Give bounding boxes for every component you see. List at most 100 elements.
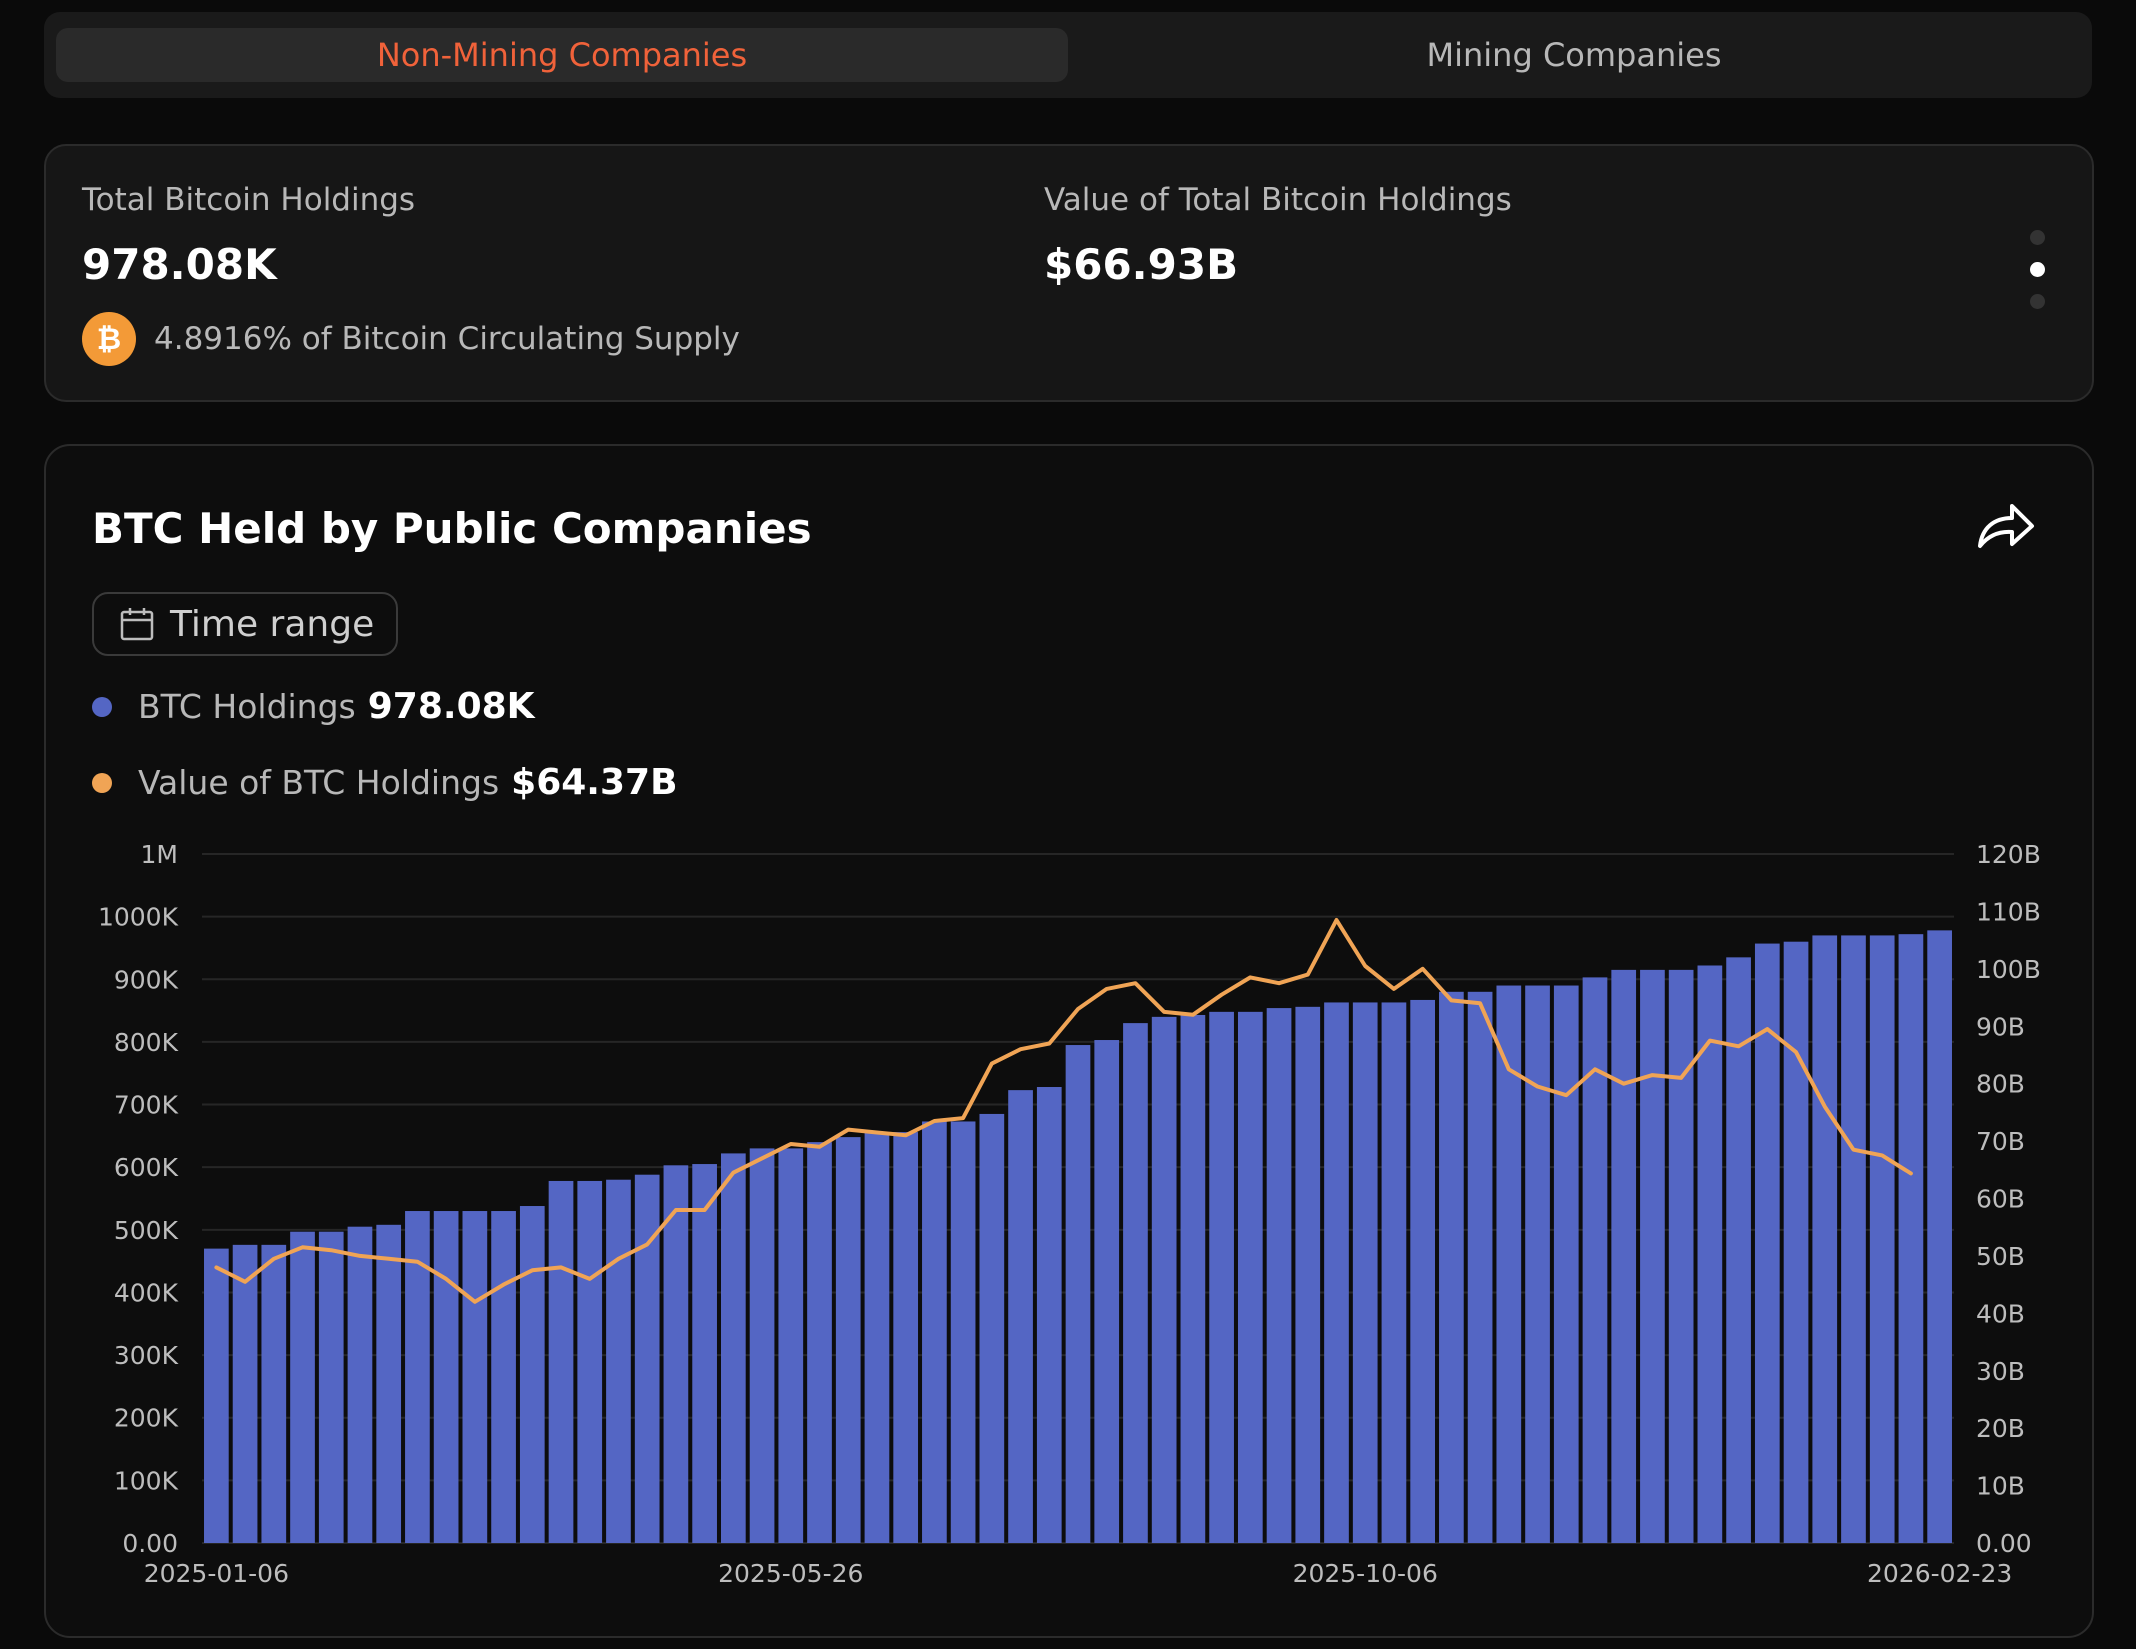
tab-non-mining[interactable]: Non-Mining Companies (56, 28, 1068, 82)
x-tick-label: 2025-05-26 (718, 1559, 863, 1588)
bar (1582, 977, 1608, 1543)
bar (1697, 965, 1723, 1543)
legend-value-value: $64.37B (511, 762, 678, 803)
bar (692, 1164, 717, 1543)
legend-dot-value (92, 772, 112, 793)
y-right-tick-label: 20B (1976, 1414, 2025, 1443)
bar (1439, 991, 1464, 1543)
y-left-tick-label: 500K (114, 1216, 179, 1245)
tab-mining[interactable]: Mining Companies (1426, 36, 1722, 74)
y-left-tick-label: 300K (114, 1341, 179, 1370)
bar (749, 1148, 775, 1543)
bar (232, 1244, 258, 1543)
bar (1640, 969, 1665, 1543)
legend-dot-holdings (92, 696, 112, 717)
bar (1668, 969, 1694, 1543)
legend-value-holdings: 978.08K (367, 686, 535, 727)
chart-title: BTC Held by Public Companies (92, 504, 812, 553)
bar (1467, 991, 1493, 1543)
bar (1754, 943, 1780, 1543)
time-range-label: Time range (170, 603, 375, 645)
bar (491, 1211, 516, 1543)
total-holdings-label: Total Bitcoin Holdings (82, 182, 416, 218)
total-value-label: Value of Total Bitcoin Holdings (1044, 182, 1512, 218)
pagination-dot[interactable] (2030, 230, 2045, 245)
bar (1151, 1016, 1177, 1543)
y-left-tick-label: 1M (141, 840, 178, 869)
y-right-tick-label: 100B (1976, 955, 2041, 984)
bar (1869, 935, 1895, 1543)
bar (893, 1132, 919, 1543)
pagination-dot-active[interactable] (2030, 262, 2045, 277)
bar (922, 1121, 947, 1543)
bar (290, 1231, 315, 1543)
bar (1065, 1045, 1091, 1543)
bar (1611, 969, 1637, 1543)
bar (1209, 1011, 1234, 1543)
bar (1410, 999, 1436, 1543)
x-tick-label: 2025-01-06 (144, 1559, 289, 1588)
bar (1783, 941, 1809, 1543)
legend-btc-holdings: BTC Holdings 978.08K (92, 686, 535, 727)
bar (204, 1248, 229, 1543)
share-icon[interactable] (1974, 498, 2036, 554)
y-right-tick-label: 0.00 (1976, 1529, 2032, 1558)
y-left-tick-label: 0.00 (122, 1529, 178, 1558)
legend-btc-value: Value of BTC Holdings $64.37B (92, 762, 678, 803)
time-range-button[interactable]: Time range (92, 592, 398, 656)
y-left-tick-label: 900K (114, 965, 179, 994)
bar (1008, 1090, 1033, 1543)
bar (1812, 935, 1838, 1543)
total-holdings-value: 978.08K (82, 240, 277, 289)
bar (347, 1226, 373, 1543)
bar (548, 1180, 574, 1543)
bar (519, 1206, 545, 1543)
bar (1180, 1014, 1206, 1543)
legend-label-value: Value of BTC Holdings (138, 763, 500, 802)
y-left-tick-label: 800K (114, 1028, 179, 1057)
bar (1726, 957, 1751, 1543)
bar (1237, 1011, 1263, 1543)
y-right-tick-label: 10B (1976, 1472, 2025, 1501)
bar (1553, 985, 1579, 1543)
bar (864, 1132, 890, 1543)
x-tick-label: 2025-10-06 (1293, 1559, 1438, 1588)
bar (1898, 934, 1924, 1543)
bar (634, 1174, 660, 1543)
total-value-value: $66.93B (1044, 240, 1239, 289)
bar (376, 1224, 402, 1543)
y-left-tick-label: 1000K (98, 903, 179, 932)
bar (433, 1211, 459, 1543)
calendar-icon (120, 608, 154, 641)
bar (261, 1244, 287, 1543)
holdings-summary-card: Total Bitcoin Holdings 978.08K ₿ 4.8916%… (44, 144, 2094, 402)
bitcoin-icon: ₿ (82, 312, 136, 366)
bar (720, 1153, 746, 1543)
y-left-tick-label: 100K (114, 1466, 179, 1495)
bar (1841, 935, 1866, 1543)
bar (1352, 1002, 1378, 1543)
y-left-tick-label: 700K (114, 1091, 179, 1120)
y-left-tick-label: 200K (114, 1404, 179, 1433)
bar (835, 1137, 861, 1543)
y-left-tick-label: 600K (114, 1153, 179, 1182)
bar (1094, 1040, 1120, 1543)
bar (979, 1113, 1005, 1543)
bar (1381, 1002, 1407, 1543)
y-left-tick-label: 400K (114, 1278, 179, 1307)
bar (1525, 985, 1550, 1543)
bar (1496, 985, 1522, 1543)
y-right-tick-label: 30B (1976, 1357, 2025, 1386)
bar (462, 1211, 488, 1543)
company-type-tabs: Non-Mining Companies Mining Companies (44, 12, 2092, 98)
bar (778, 1148, 804, 1543)
bar (606, 1179, 631, 1543)
supply-percentage: 4.8916% of Bitcoin Circulating Supply (154, 321, 740, 357)
bar (1927, 930, 1952, 1543)
y-right-tick-label: 80B (1976, 1070, 2025, 1099)
value-line (214, 918, 1913, 1304)
bar (1123, 1023, 1148, 1543)
y-right-tick-label: 90B (1976, 1012, 2025, 1041)
y-right-tick-label: 70B (1976, 1127, 2025, 1156)
pagination-dot[interactable] (2030, 294, 2045, 309)
